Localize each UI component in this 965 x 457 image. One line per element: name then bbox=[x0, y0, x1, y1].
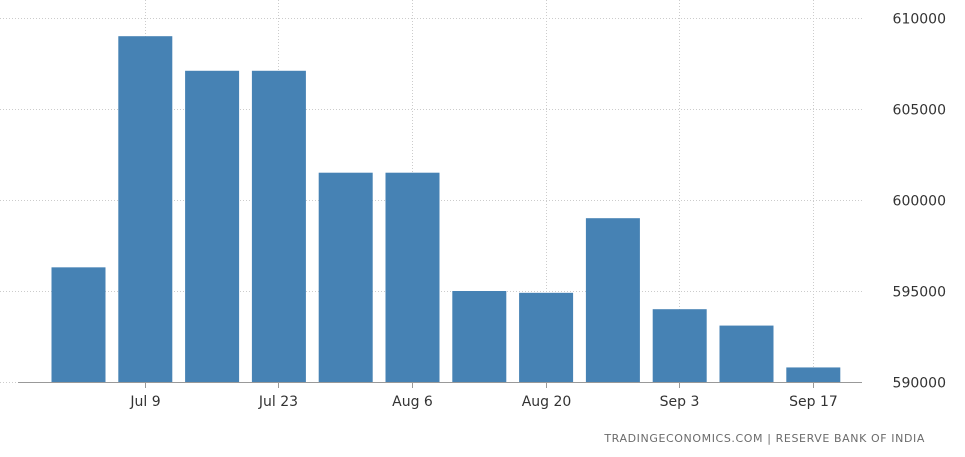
bar bbox=[185, 70, 240, 382]
bar bbox=[51, 267, 106, 382]
y-tick-label: 605000 bbox=[893, 103, 946, 119]
bar bbox=[585, 218, 640, 382]
bar bbox=[318, 172, 373, 382]
bar bbox=[652, 309, 707, 382]
x-tick-label: Sep 17 bbox=[789, 394, 838, 410]
y-tick-label: 595000 bbox=[893, 285, 946, 301]
y-tick-label: 590000 bbox=[893, 376, 946, 392]
x-tick-label: Jul 23 bbox=[258, 394, 298, 410]
bar bbox=[251, 70, 306, 382]
bar bbox=[385, 172, 440, 382]
y-axis: 590000 595000 600000 605000 610000 bbox=[893, 12, 946, 392]
x-tick-label: Aug 20 bbox=[522, 394, 572, 410]
y-tick-label: 600000 bbox=[893, 194, 946, 210]
x-tick-label: Aug 6 bbox=[392, 394, 433, 410]
bar bbox=[719, 325, 774, 382]
bar bbox=[452, 291, 507, 382]
source-credit: TRADINGECONOMICS.COM | RESERVE BANK OF I… bbox=[604, 432, 925, 445]
x-tick-label: Sep 3 bbox=[660, 394, 700, 410]
x-tick-label: Jul 9 bbox=[129, 394, 160, 410]
bar bbox=[786, 367, 841, 382]
bar bbox=[118, 36, 173, 382]
bars bbox=[51, 36, 841, 382]
y-tick-label: 610000 bbox=[893, 12, 946, 28]
x-axis: Jul 9 Jul 23 Aug 6 Aug 20 Sep 3 Sep 17 bbox=[18, 382, 862, 410]
bar bbox=[519, 292, 574, 382]
